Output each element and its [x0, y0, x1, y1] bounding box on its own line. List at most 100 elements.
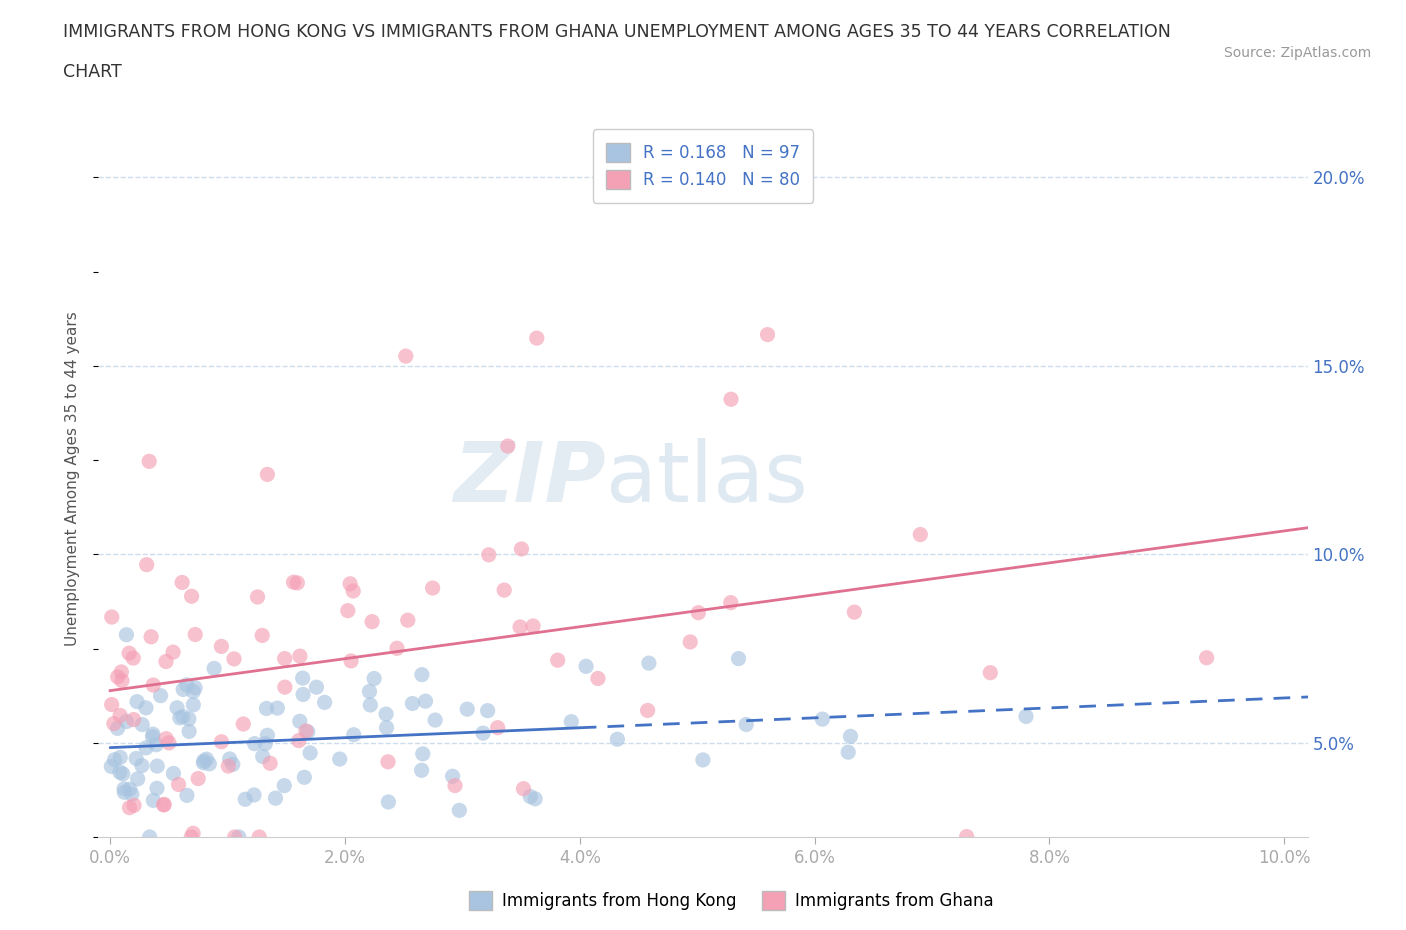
Point [195, 751, 218, 766]
Point [125, 751, 148, 766]
Point [209, 735, 232, 750]
Point [115, 628, 138, 643]
Point [232, 717, 254, 732]
Point [412, 747, 434, 762]
Point [395, 349, 418, 364]
Point [522, 618, 544, 633]
Point [285, 576, 308, 591]
Point [477, 703, 499, 718]
Point [108, 764, 131, 779]
Point [142, 678, 165, 693]
Point [121, 787, 143, 802]
Point [486, 720, 509, 735]
Point [679, 634, 702, 649]
Point [111, 673, 134, 688]
Point [637, 703, 659, 718]
Point [342, 583, 364, 598]
Text: atlas: atlas [606, 438, 808, 520]
Point [142, 726, 165, 741]
Point [243, 788, 266, 803]
Point [343, 727, 366, 742]
Point [638, 656, 661, 671]
Point [146, 759, 169, 774]
Point [233, 791, 256, 806]
Point [108, 750, 131, 764]
Point [169, 711, 191, 725]
Point [100, 698, 122, 712]
Y-axis label: Unemployment Among Ages 35 to 44 years: Unemployment Among Ages 35 to 44 years [65, 312, 80, 646]
Point [297, 724, 319, 739]
Point [288, 714, 311, 729]
Legend: Immigrants from Hong Kong, Immigrants from Ghana: Immigrants from Hong Kong, Immigrants fr… [463, 884, 1000, 917]
Point [167, 777, 190, 791]
Point [177, 711, 200, 726]
Point [180, 830, 202, 844]
Point [291, 671, 314, 685]
Point [153, 797, 176, 812]
Point [166, 700, 188, 715]
Point [146, 781, 169, 796]
Point [401, 696, 423, 711]
Point [177, 724, 200, 738]
Point [112, 785, 135, 800]
Point [198, 756, 221, 771]
Point [222, 651, 245, 666]
Point [494, 582, 516, 597]
Point [100, 609, 122, 624]
Point [361, 614, 384, 629]
Point [456, 701, 478, 716]
Point [509, 619, 531, 634]
Point [172, 710, 194, 724]
Point [118, 800, 141, 815]
Point [811, 711, 834, 726]
Point [524, 791, 547, 806]
Point [606, 732, 628, 747]
Point [377, 754, 399, 769]
Point [756, 327, 779, 342]
Point [292, 687, 315, 702]
Point [202, 661, 225, 676]
Text: Source: ZipAtlas.com: Source: ZipAtlas.com [1223, 46, 1371, 60]
Point [735, 717, 758, 732]
Point [135, 557, 157, 572]
Point [375, 707, 398, 722]
Point [135, 700, 157, 715]
Point [910, 527, 932, 542]
Point [256, 701, 278, 716]
Point [720, 595, 742, 610]
Point [193, 755, 215, 770]
Text: IMMIGRANTS FROM HONG KONG VS IMMIGRANTS FROM GHANA UNEMPLOYMENT AMONG AGES 35 TO: IMMIGRANTS FROM HONG KONG VS IMMIGRANTS … [63, 23, 1171, 41]
Point [526, 331, 548, 346]
Point [340, 654, 363, 669]
Point [184, 680, 207, 695]
Point [299, 746, 322, 761]
Point [305, 680, 328, 695]
Point [135, 740, 157, 755]
Point [176, 788, 198, 803]
Point [155, 654, 177, 669]
Point [131, 717, 153, 732]
Point [266, 700, 288, 715]
Point [363, 671, 385, 686]
Point [339, 577, 361, 591]
Point [162, 766, 184, 781]
Point [138, 454, 160, 469]
Point [288, 649, 311, 664]
Point [314, 695, 336, 710]
Point [478, 548, 501, 563]
Point [415, 694, 437, 709]
Point [222, 757, 245, 772]
Point [107, 721, 129, 736]
Point [375, 720, 398, 735]
Point [1015, 709, 1038, 724]
Point [176, 677, 198, 692]
Point [155, 731, 177, 746]
Point [273, 651, 295, 666]
Point [172, 682, 194, 697]
Point [149, 688, 172, 703]
Point [256, 467, 278, 482]
Point [111, 766, 134, 781]
Point [692, 752, 714, 767]
Point [118, 645, 141, 660]
Point [385, 641, 408, 656]
